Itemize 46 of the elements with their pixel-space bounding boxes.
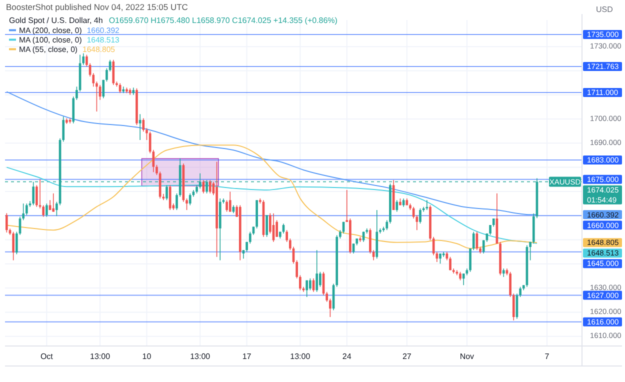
candlestick <box>226 200 228 212</box>
x-tick-label: 13:00 <box>190 352 211 361</box>
candlestick <box>316 250 318 292</box>
candlestick <box>286 230 288 242</box>
candlestick <box>266 214 268 238</box>
candlestick <box>32 181 35 206</box>
x-tick-label: 13:00 <box>290 352 311 361</box>
candlestick <box>188 192 192 206</box>
line-series <box>6 91 538 216</box>
candlestick <box>142 118 145 132</box>
candlestick <box>396 200 398 212</box>
x-tick-label: Nov <box>460 352 474 361</box>
candlestick <box>482 240 485 254</box>
candlestick <box>168 184 172 210</box>
x-tick-label: 13:00 <box>90 352 111 361</box>
line-series <box>6 144 538 249</box>
candlestick <box>166 184 168 201</box>
candlestick <box>158 171 162 199</box>
candlestick <box>299 274 302 291</box>
chart-subtitle: O1659.670 H1675.480 L1658.970 C1674.025 +14.355 (+0.86%) <box>108 16 338 25</box>
candlestick <box>228 191 232 212</box>
x-tick-label: 10 <box>142 352 152 361</box>
candlestick <box>309 278 312 291</box>
candlestick <box>26 203 28 216</box>
text: BoosterShot published Nov 04, 2022 15:05 UTC <box>6 2 188 12</box>
x-tick-label: Oct <box>40 352 54 361</box>
x-tick-label: 27 <box>402 352 412 361</box>
candlestick <box>12 231 15 261</box>
y-axis-title: USD <box>596 5 614 14</box>
x-tick-label: 17 <box>242 352 252 361</box>
candlestick <box>439 253 442 264</box>
candlestick <box>319 271 322 288</box>
candlestick <box>102 79 105 99</box>
candlestick <box>449 256 452 271</box>
candlestick <box>6 212 8 233</box>
x-tick-label: 7 <box>544 352 550 361</box>
chart-title: Gold Spot / U.S. Dollar, 4h <box>9 16 103 25</box>
candlestick <box>112 59 115 86</box>
candlestick <box>306 280 308 298</box>
candlestick <box>419 208 422 224</box>
x-tick-label: 24 <box>342 352 352 361</box>
candlestick <box>208 180 212 194</box>
candlestick <box>489 224 492 236</box>
candlestick <box>46 203 48 218</box>
candlestick <box>426 200 428 210</box>
candlestick <box>52 192 55 212</box>
